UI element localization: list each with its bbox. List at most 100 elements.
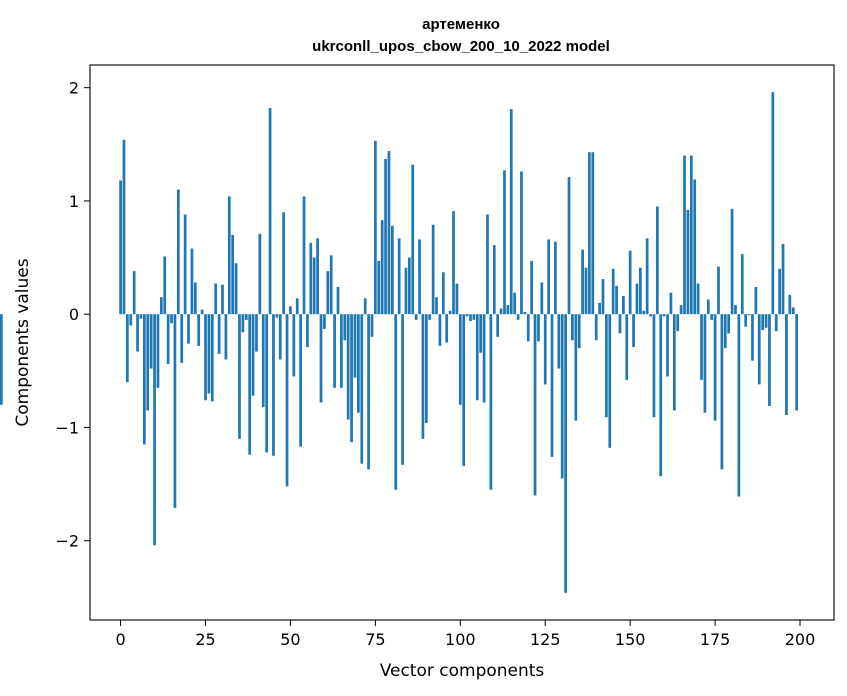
bar-93 [435, 297, 438, 315]
bar-133 [571, 314, 574, 341]
bar-170 [696, 283, 700, 315]
bar-128 [554, 241, 557, 315]
x-tick-label: 200 [785, 630, 816, 649]
bar-129 [557, 314, 561, 369]
bar-161 [666, 314, 669, 377]
bar-36 [241, 314, 245, 333]
bar-82 [397, 238, 401, 315]
bar-54 [302, 196, 306, 315]
bar-112 [499, 308, 503, 315]
bar-15 [170, 314, 173, 324]
bar-21 [190, 248, 194, 315]
bar-196 [785, 314, 788, 415]
bar-102 [465, 314, 469, 317]
bar-147 [618, 314, 622, 334]
bar-33 [231, 234, 235, 315]
x-tick-label: 150 [615, 630, 646, 649]
bar-61 [326, 271, 330, 315]
bar-139 [591, 152, 595, 315]
bar-185 [747, 314, 751, 316]
bar-78 [384, 159, 387, 315]
bar-138 [588, 152, 591, 315]
bar-162 [669, 292, 673, 315]
bar-9 [149, 314, 153, 369]
bar-41 [258, 233, 262, 315]
bar-65 [340, 314, 343, 388]
bar-154 [642, 310, 646, 315]
bar-117 [516, 314, 520, 320]
bar-39 [251, 314, 255, 396]
bar-3 [129, 314, 133, 326]
bar-42 [261, 314, 265, 408]
bar-50 [289, 306, 292, 315]
bar-187 [754, 287, 758, 315]
bar-18 [180, 314, 184, 363]
bar-186 [751, 314, 754, 361]
bar-67 [346, 314, 350, 420]
bar-188 [757, 314, 761, 385]
bar-59 [319, 314, 323, 403]
bar-126 [547, 239, 550, 315]
bar-46 [275, 314, 279, 318]
bar-108 [486, 214, 489, 315]
bar-189 [761, 314, 765, 331]
bar-176 [717, 266, 720, 315]
bar-121 [530, 260, 533, 315]
x-tick-label: 25 [195, 630, 215, 649]
bar-75 [374, 140, 377, 315]
bar-144 [608, 314, 612, 448]
bar-115 [509, 109, 513, 315]
bar-56 [309, 242, 313, 315]
x-tick-label: 100 [445, 630, 476, 649]
bar-191 [768, 314, 771, 406]
bar-100 [458, 314, 462, 405]
bar-30 [221, 284, 224, 315]
bar-167 [686, 209, 690, 315]
bar-74 [370, 314, 374, 337]
bar-125 [543, 314, 547, 385]
bar-47 [278, 314, 282, 360]
bar-183 [740, 254, 744, 315]
bar-103 [469, 314, 472, 321]
bar-116 [513, 292, 517, 315]
bar-110 [492, 245, 496, 315]
bar-178 [723, 314, 727, 349]
bar-169 [693, 179, 697, 315]
bar-104 [472, 314, 476, 320]
bar-148 [622, 296, 625, 315]
bar-98 [452, 211, 455, 315]
bar-34 [234, 263, 238, 315]
bar-69 [353, 314, 357, 378]
bar-156 [649, 314, 652, 317]
bar-180 [730, 208, 734, 315]
bar-48 [282, 212, 285, 315]
bar-10 [153, 314, 156, 546]
bar-164 [676, 314, 680, 332]
bar-53 [299, 314, 302, 447]
bar-122 [533, 314, 537, 496]
bar-101 [462, 314, 466, 466]
bar-123 [537, 314, 540, 342]
bar-27 [210, 314, 214, 402]
bar-132 [567, 177, 571, 315]
bar-87 [414, 314, 418, 320]
bar-166 [683, 155, 686, 315]
bar-131 [564, 314, 567, 593]
bar-134 [574, 314, 578, 421]
bar-114 [506, 305, 510, 315]
bar-89 [421, 314, 425, 439]
bar-49 [285, 314, 289, 487]
bar-19 [183, 214, 187, 315]
bar-177 [720, 314, 724, 470]
bar-7 [143, 314, 146, 445]
bar-165 [679, 305, 683, 315]
bar-58 [316, 238, 319, 315]
bar-137 [584, 267, 588, 315]
bar-63 [333, 314, 336, 388]
bar-143 [605, 314, 608, 418]
bar-182 [737, 314, 741, 497]
bar-52 [295, 298, 299, 315]
bar-72 [363, 298, 367, 315]
bar-26 [207, 314, 211, 394]
bar-1 [122, 139, 126, 315]
